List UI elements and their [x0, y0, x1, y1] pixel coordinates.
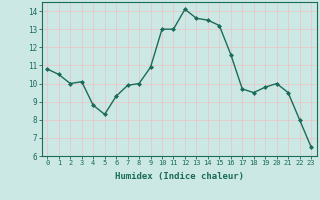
- X-axis label: Humidex (Indice chaleur): Humidex (Indice chaleur): [115, 172, 244, 181]
